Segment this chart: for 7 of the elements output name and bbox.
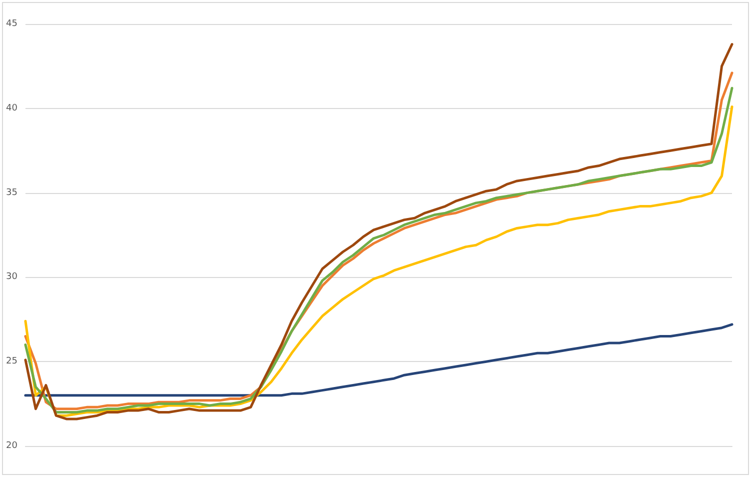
line-series [24,323,734,397]
y-tick-label: 45 [6,19,18,29]
y-tick-label: 30 [6,272,18,282]
y-tick-label: 25 [6,356,18,367]
y-tick-label: 40 [6,103,18,114]
y-tick-label: 20 [6,441,18,451]
y-tick-label: 35 [6,188,18,198]
